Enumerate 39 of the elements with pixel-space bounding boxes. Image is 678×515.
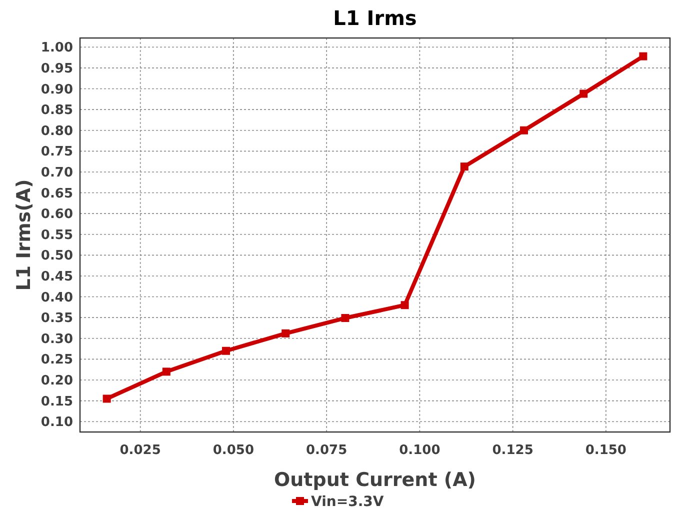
x-axis-title: Output Current (A) [274, 469, 476, 491]
x-tick-label: 0.075 [306, 443, 348, 458]
legend-label: Vin=3.3V [311, 494, 384, 510]
chart-title: L1 Irms [333, 6, 417, 30]
y-tick-label: 0.40 [40, 290, 73, 306]
x-tick-label: 0.100 [399, 443, 440, 458]
point [162, 368, 170, 376]
y-tick-label: 0.20 [40, 374, 73, 389]
y-tick-label: 0.25 [40, 352, 73, 368]
point [580, 90, 588, 98]
y-tick-label: 0.35 [40, 311, 73, 326]
y-tick-label: 0.80 [40, 124, 73, 139]
y-tick-label: 0.95 [40, 62, 73, 77]
point [400, 301, 409, 310]
y-tick-label: 0.70 [40, 166, 73, 181]
x-tick-label: 0.125 [492, 443, 534, 458]
x-tick-label: 0.025 [120, 443, 161, 458]
x-tick-label: 0.150 [585, 443, 626, 458]
y-tick-label: 0.45 [40, 270, 73, 285]
point [341, 314, 350, 322]
y-tick-label: 0.30 [40, 332, 73, 347]
y-tick-label: 1.00 [40, 40, 73, 56]
y-tick-label: 0.60 [40, 207, 73, 222]
x-tick-label: 0.050 [212, 443, 254, 458]
y-tick-label: 0.15 [40, 394, 73, 410]
y-tick-label: 0.10 [40, 415, 73, 430]
y-tick-label: 0.50 [40, 248, 73, 264]
y-axis-title: L1 Irms(A) [13, 179, 35, 291]
point [222, 346, 230, 355]
y-tick-label: 0.65 [40, 186, 73, 202]
y-tick-label: 0.90 [40, 82, 73, 98]
point [520, 126, 528, 134]
point [639, 52, 648, 60]
y-tick-label: 0.75 [40, 144, 73, 160]
y-tick-label: 0.55 [40, 228, 73, 243]
y-tick-label: 0.85 [40, 103, 73, 118]
point [282, 329, 290, 338]
point [102, 394, 111, 403]
point [460, 162, 468, 171]
